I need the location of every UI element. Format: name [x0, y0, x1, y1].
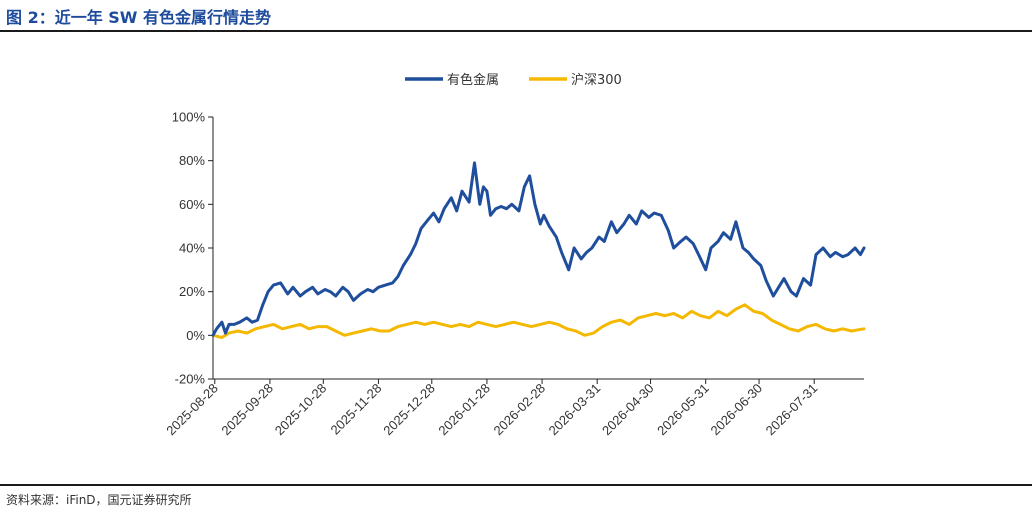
line-chart: 有色金属 沪深300 100% 80% 60% 40% 20% 0% -20% 2025-0… — [163, 72, 866, 439]
figure-title: 图 2：近一年 SW 有色金属行情走势 — [6, 8, 272, 27]
bottom-rule — [0, 484, 1032, 486]
x-tick-label: 2026-07-31 — [763, 381, 821, 439]
x-tick-label: 2026-04-30 — [599, 381, 657, 439]
y-tick-label: 20% — [179, 284, 205, 299]
legend-label-nonferrous: 有色金属 — [447, 72, 499, 88]
x-tick-label: 2025-08-28 — [163, 381, 221, 439]
series-layer — [211, 161, 866, 339]
series-line-nonferrous — [211, 161, 866, 337]
source-note: 资料来源：iFinD，国元证券研究所 — [6, 493, 192, 507]
x-tick-label: 2026-01-28 — [435, 381, 493, 439]
y-tick-label: 60% — [179, 197, 205, 212]
y-tick-label: 80% — [179, 153, 205, 168]
x-tick-label: 2026-02-28 — [491, 381, 549, 439]
x-tick-label: 2025-09-28 — [218, 381, 276, 439]
legend-label-csi300: 沪深300 — [571, 72, 622, 88]
x-tick-label: 2025-12-28 — [380, 381, 438, 439]
y-tick-label: 100% — [172, 110, 206, 125]
x-axis: 2025-08-282025-09-282025-10-282025-11-28… — [163, 378, 864, 439]
y-axis: 100% 80% 60% 40% 20% 0% -20% — [172, 110, 214, 387]
y-tick-label: 40% — [179, 241, 205, 256]
x-tick-label: 2026-05-31 — [654, 381, 712, 439]
x-tick-label: 2025-11-28 — [328, 381, 385, 438]
y-tick-label: -20% — [175, 372, 206, 387]
x-tick-label: 2025-10-28 — [272, 381, 330, 439]
top-rule — [0, 30, 1032, 32]
x-tick-label: 2026-06-30 — [708, 381, 766, 439]
x-tick-label: 2026-03-31 — [546, 381, 604, 439]
y-tick-label: 0% — [186, 328, 205, 343]
legend: 有色金属 沪深300 — [405, 72, 622, 88]
series-line-csi300 — [211, 303, 866, 339]
